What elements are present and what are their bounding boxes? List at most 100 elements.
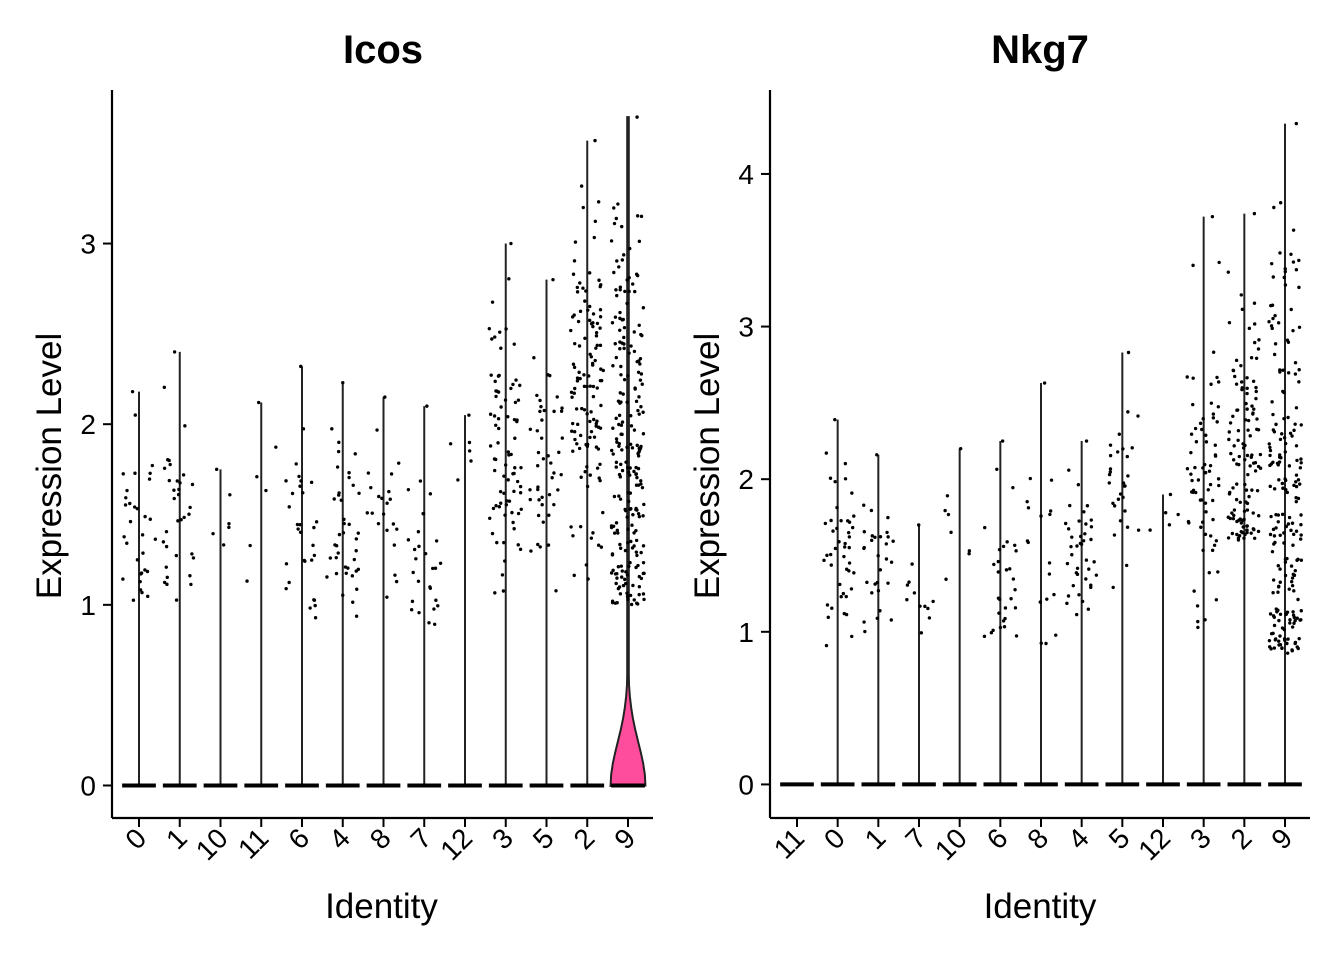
cell-point bbox=[917, 523, 921, 527]
cell-point bbox=[354, 614, 359, 618]
cell-point bbox=[618, 285, 623, 289]
cell-point bbox=[1213, 443, 1217, 447]
cell-point bbox=[845, 567, 849, 571]
cell-point bbox=[515, 479, 520, 484]
cell-point bbox=[1277, 643, 1281, 647]
cell-point bbox=[434, 598, 438, 602]
cell-point bbox=[635, 214, 640, 218]
cell-point bbox=[1271, 527, 1276, 532]
cell-point bbox=[616, 565, 621, 569]
cell-point bbox=[1251, 511, 1255, 515]
cell-point bbox=[1299, 609, 1303, 613]
cell-point bbox=[1269, 632, 1274, 636]
cell-point bbox=[1285, 641, 1289, 646]
cell-point bbox=[632, 330, 636, 334]
cell-point bbox=[636, 408, 640, 413]
cell-point bbox=[579, 184, 584, 188]
cell-point bbox=[1085, 504, 1090, 508]
cell-point bbox=[588, 384, 593, 388]
cell-point bbox=[619, 564, 624, 568]
cell-point bbox=[614, 437, 619, 441]
cell-point bbox=[1185, 375, 1189, 379]
cell-point bbox=[172, 496, 176, 501]
cell-point bbox=[1282, 390, 1286, 395]
cell-point bbox=[1241, 525, 1245, 529]
cell-point bbox=[983, 525, 987, 530]
cell-point bbox=[1289, 564, 1294, 568]
cell-point bbox=[294, 462, 298, 466]
cell-point bbox=[1245, 530, 1249, 535]
cell-point bbox=[496, 416, 501, 421]
cell-point bbox=[1215, 420, 1219, 424]
cell-point bbox=[518, 547, 523, 552]
cell-point bbox=[550, 476, 554, 480]
cell-point bbox=[1283, 560, 1288, 564]
cell-point bbox=[1299, 513, 1303, 517]
y-axis-title: Expression Level bbox=[30, 333, 69, 600]
cell-point bbox=[499, 501, 503, 505]
cell-point bbox=[1293, 372, 1298, 376]
cell-point bbox=[1108, 467, 1113, 471]
group-4 bbox=[325, 380, 361, 788]
cell-point bbox=[623, 507, 627, 512]
cell-point bbox=[1065, 601, 1069, 606]
cell-point bbox=[1269, 514, 1273, 519]
cell-point bbox=[1240, 530, 1245, 535]
cell-point bbox=[614, 465, 618, 469]
cell-point bbox=[311, 543, 315, 548]
cell-point bbox=[599, 367, 603, 371]
cell-point bbox=[945, 494, 950, 498]
cell-point bbox=[1272, 205, 1276, 210]
cell-point bbox=[1291, 543, 1295, 547]
cell-point bbox=[1253, 469, 1258, 473]
cell-point bbox=[428, 585, 432, 589]
cell-point bbox=[1289, 579, 1294, 584]
cell-point bbox=[1249, 531, 1253, 535]
cell-point bbox=[885, 530, 889, 535]
cell-point bbox=[949, 530, 953, 535]
cell-point bbox=[581, 286, 585, 290]
cell-point bbox=[641, 306, 646, 310]
cell-point bbox=[635, 273, 640, 278]
cell-point bbox=[552, 502, 556, 507]
group-10 bbox=[203, 467, 238, 788]
cell-point bbox=[578, 376, 582, 381]
cell-point bbox=[1204, 440, 1209, 444]
cell-point bbox=[612, 206, 616, 210]
cell-point bbox=[1295, 616, 1299, 620]
cell-point bbox=[576, 319, 581, 324]
cell-point bbox=[1297, 367, 1301, 372]
cell-point bbox=[862, 503, 866, 507]
cell-point bbox=[1210, 548, 1215, 553]
cell-point bbox=[539, 404, 543, 409]
cell-point bbox=[342, 517, 346, 522]
cell-point bbox=[1231, 368, 1235, 372]
cell-point bbox=[1283, 283, 1288, 287]
cell-point bbox=[528, 488, 532, 492]
cell-point bbox=[1245, 391, 1249, 396]
cell-point bbox=[595, 419, 599, 423]
cell-point bbox=[1288, 618, 1292, 622]
cell-point bbox=[593, 138, 597, 143]
cell-point bbox=[135, 558, 140, 562]
cell-point bbox=[1278, 634, 1282, 638]
cell-point bbox=[1042, 381, 1047, 385]
cell-point bbox=[511, 520, 515, 525]
cell-point bbox=[1271, 591, 1275, 595]
cell-point bbox=[641, 544, 646, 548]
cell-point bbox=[535, 393, 539, 398]
cell-point bbox=[1107, 472, 1112, 477]
cell-point bbox=[1271, 578, 1276, 582]
cell-point bbox=[334, 555, 338, 560]
cell-point bbox=[626, 597, 630, 602]
cell-point bbox=[516, 543, 520, 547]
cell-point bbox=[416, 579, 421, 583]
cell-point bbox=[1014, 549, 1018, 553]
cell-point bbox=[1239, 380, 1244, 384]
cell-point bbox=[1283, 450, 1287, 454]
cell-point bbox=[1250, 404, 1254, 408]
cell-point bbox=[1235, 532, 1239, 537]
cell-point bbox=[1268, 463, 1272, 468]
cell-point bbox=[1286, 637, 1290, 641]
